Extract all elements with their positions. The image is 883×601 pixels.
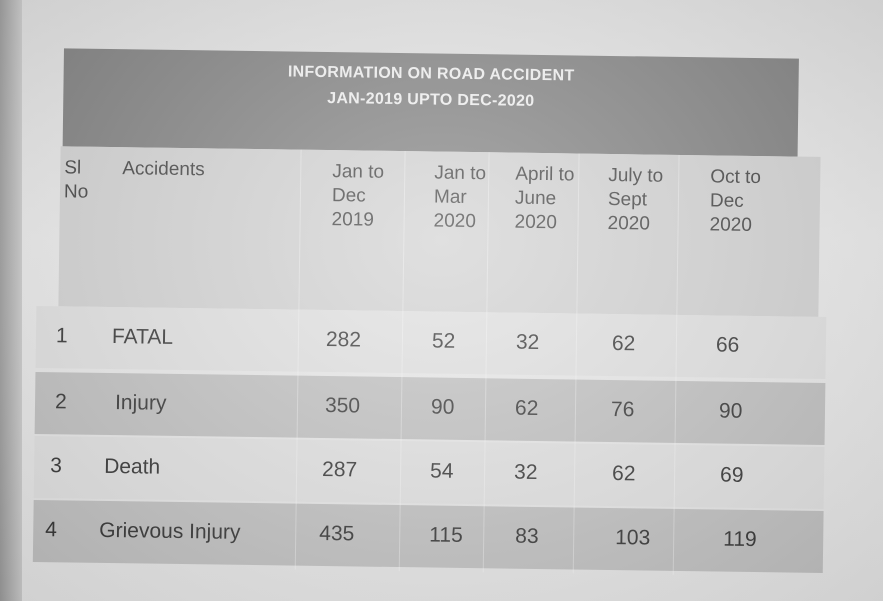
header-sl-no: Sl No [63,157,89,203]
cell-value: 69 [719,463,744,487]
cell-value: 350 [324,394,361,418]
cell-value: 90 [430,395,455,419]
cell-value: 90 [718,399,743,423]
header-jul-sep-2020: July to Sept 2020 [607,164,664,235]
cell-accident-type: FATAL [111,325,174,349]
cell-value: 435 [319,521,355,546]
header-accidents: Accidents [122,158,205,181]
header-jan-dec-2019: Jan to Dec 2019 [331,161,385,231]
header-oct-dec-2020: Oct to Dec 2020 [709,166,762,236]
header-apr-jun-2020: April to June 2020 [514,163,575,234]
table-title-banner: INFORMATION ON ROAD ACCIDENT JAN-2019 UP… [62,48,799,157]
table-row: 4 Grievous Injury 435 115 83 103 119 [32,499,824,573]
cell-accident-type: Death [104,454,161,479]
cell-value: 62 [611,462,636,486]
cell-sl: 3 [50,454,63,478]
table-title: INFORMATION ON ROAD ACCIDENT [287,63,575,85]
cell-value: 76 [610,398,635,422]
cell-sl: 2 [54,390,67,414]
cell-value: 282 [325,328,362,352]
cell-accident-type: Grievous Injury [99,518,241,544]
cell-value: 62 [611,332,636,356]
page-edge [0,0,22,601]
cell-value: 66 [715,333,740,357]
cell-value: 115 [429,523,463,547]
header-jan-mar-2020: Jan to Mar 2020 [433,162,487,233]
cell-value: 287 [321,457,358,482]
cell-sl: 4 [45,518,58,542]
cell-value: 32 [513,460,538,484]
cell-value: 119 [723,527,757,552]
table-row: 3 Death 287 54 32 62 69 [33,435,825,509]
cell-value: 54 [429,459,454,483]
table-subtitle: JAN-2019 UPTO DEC-2020 [327,90,535,110]
road-accident-table: INFORMATION ON ROAD ACCIDENT JAN-2019 UP… [32,48,835,584]
cell-value: 83 [515,524,539,549]
cell-value: 103 [615,526,651,550]
cell-value: 52 [431,329,456,353]
cell-value: 62 [514,396,539,420]
table-row: 2 Injury 350 90 62 76 90 [34,371,826,445]
table-row: 1 FATAL 282 52 32 62 66 [35,305,827,379]
cell-sl: 1 [55,324,68,348]
cell-value: 32 [515,330,540,354]
table-header-row: Sl No Accidents Jan to Dec 2019 Jan to M… [58,146,821,317]
cell-accident-type: Injury [114,391,167,415]
